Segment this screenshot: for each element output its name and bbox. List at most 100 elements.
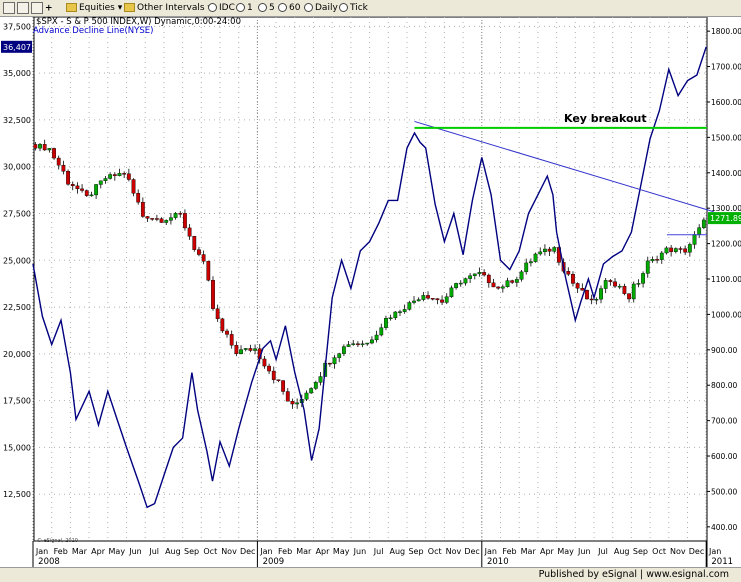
overlays: Key breakout 1271.89 36,407 xyxy=(1,40,741,236)
candle-body xyxy=(468,275,473,279)
candle-body xyxy=(145,216,150,219)
candle-body xyxy=(421,295,426,300)
candle-body xyxy=(108,174,113,179)
equities-dropdown[interactable]: Equities ▾ xyxy=(66,2,122,14)
candle-body xyxy=(463,278,468,284)
left-tick-label: 32,500 xyxy=(3,116,31,125)
left-tick-label: 30,000 xyxy=(3,163,31,172)
candle-body xyxy=(627,293,631,300)
candle-body xyxy=(374,334,379,341)
candle-body xyxy=(271,370,276,380)
candle-body xyxy=(449,287,454,297)
x-tick-label: Aug xyxy=(165,547,181,556)
candle-body xyxy=(84,190,89,196)
new-chart-icon[interactable] xyxy=(3,2,15,14)
candle-body xyxy=(61,164,66,172)
x-tick-label: Jul xyxy=(597,547,608,556)
candle-body xyxy=(103,178,108,182)
candle-body xyxy=(426,295,430,299)
candle-body xyxy=(197,249,201,255)
candle-body xyxy=(505,280,510,288)
candle-body xyxy=(295,402,300,405)
candle-body xyxy=(585,289,589,300)
x-tick-label: Oct xyxy=(203,547,217,556)
other-intervals-dropdown[interactable]: Other Intervals ▾ xyxy=(124,2,212,14)
candle-body xyxy=(239,349,243,355)
interval-1[interactable]: 1 xyxy=(236,2,253,14)
chart[interactable]: 12,500 15,000 17,500 20,000 22,500 25,000 27,5… xyxy=(0,17,741,567)
candle-body xyxy=(491,282,496,288)
candle-body xyxy=(98,180,103,185)
interval-daily[interactable]: Daily xyxy=(304,2,338,14)
candle-body xyxy=(683,248,688,253)
right-tick-label: 800.00 xyxy=(711,381,737,390)
candle-body xyxy=(697,227,702,235)
candle-body xyxy=(332,357,337,365)
candle-body xyxy=(631,283,636,300)
folder-icon xyxy=(66,3,77,12)
right-tick-label: 1200.00 xyxy=(711,240,741,249)
print-icon[interactable] xyxy=(31,2,43,14)
x-tick-label: Jan xyxy=(708,547,721,556)
toolbar-buttons[interactable]: + xyxy=(3,2,53,14)
candle-body xyxy=(150,218,155,220)
candle-body xyxy=(500,286,505,289)
candle-body xyxy=(117,173,122,176)
crosshair-icon[interactable]: + xyxy=(45,3,53,14)
x-tick-label: Sep xyxy=(184,547,199,556)
x-tick-label: May xyxy=(333,547,350,556)
x-tick-label: Dec xyxy=(240,547,255,556)
candle-body xyxy=(384,318,388,328)
candle-body xyxy=(173,213,178,218)
right-axis: 400.00 500.00 600.00 700.00 800.00 900.00 1000… xyxy=(707,27,741,532)
candle-body xyxy=(589,298,594,301)
left-tick-label: 25,000 xyxy=(3,256,31,265)
candle-body xyxy=(47,148,52,151)
interval-tick[interactable]: Tick xyxy=(339,2,368,14)
x-tick-label: Jan xyxy=(35,547,48,556)
candle-body xyxy=(435,298,440,301)
candle-body xyxy=(248,348,253,351)
grid xyxy=(32,17,708,567)
candle-body xyxy=(351,343,356,345)
candle-body xyxy=(547,248,552,252)
candle-body xyxy=(496,286,501,289)
right-tick-label: 700.00 xyxy=(711,417,737,426)
interval-60[interactable]: 60 xyxy=(278,2,300,14)
save-icon[interactable] xyxy=(17,2,29,14)
spx-candles xyxy=(33,139,706,409)
candle-body xyxy=(482,272,487,276)
candle-body xyxy=(192,236,197,250)
interval-idc[interactable]: IDC xyxy=(208,2,235,14)
chart-subtitle: Advance Decline Line(NYSE) xyxy=(33,26,154,36)
candle-body xyxy=(89,194,94,197)
interval-5[interactable]: 5 xyxy=(258,2,275,14)
candle-body xyxy=(393,311,398,319)
left-tick-label: 17,500 xyxy=(3,397,31,406)
x-tick-label: May xyxy=(109,547,126,556)
candle-body xyxy=(183,213,187,229)
left-tick-label: 37,500 xyxy=(3,22,31,31)
right-tick-label: 1000.00 xyxy=(711,310,741,319)
candle-body xyxy=(650,259,655,262)
candle-body xyxy=(327,362,332,365)
x-tick-label: Oct xyxy=(428,547,442,556)
right-tick-label: 900.00 xyxy=(711,346,737,355)
candle-body xyxy=(617,285,622,288)
candle-body xyxy=(528,261,533,264)
candle-body xyxy=(267,365,271,372)
candle-body xyxy=(211,280,215,309)
candle-body xyxy=(341,346,346,354)
right-tick-label: 1300.00 xyxy=(711,204,741,213)
candle-body xyxy=(603,280,608,289)
x-tick-label: Nov xyxy=(446,547,462,556)
x-tick-label: Jan xyxy=(259,547,272,556)
x-tick-label: Jun xyxy=(353,547,367,556)
candle-body xyxy=(533,253,538,262)
candle-body xyxy=(641,273,645,284)
candle-body xyxy=(458,282,463,285)
candle-body xyxy=(673,248,678,252)
candle-body xyxy=(430,298,435,300)
left-tick-label: 20,000 xyxy=(3,350,31,359)
candle-body xyxy=(225,330,229,335)
